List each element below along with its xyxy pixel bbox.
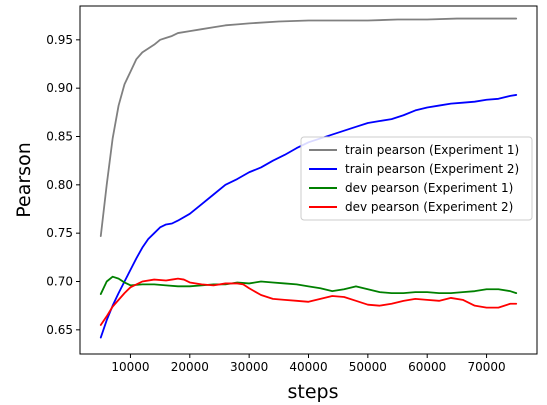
x-tick-label: 50000 [349,360,387,374]
legend-box [300,136,533,221]
legend-entry-1: train pearson (Experiment 1) [345,143,519,157]
x-tick-label: 30000 [230,360,268,374]
x-axis: 10000 20000 30000 40000 50000 60000 70000 [111,354,506,374]
x-tick-label: 20000 [171,360,209,374]
y-tick-label: 0.70 [46,275,73,289]
y-tick-label: 0.75 [46,226,73,240]
series-line-1 [99,17,518,237]
legend: train pearson (Experiment 1) train pearso… [300,136,533,221]
series-line-4 [99,277,518,326]
y-axis: 0.65 0.70 0.75 0.80 0.85 0.90 0.95 [46,33,80,337]
legend-entry-2: train pearson (Experiment 2) [345,162,519,176]
legend-entry-3: dev pearson (Experiment 1) [345,181,513,195]
series-layer [99,17,518,339]
series-line-2 [99,94,518,339]
x-tick-label: 10000 [111,360,149,374]
y-tick-label: 0.65 [46,323,73,337]
y-tick-label: 0.90 [46,81,73,95]
x-tick-label: 70000 [467,360,505,374]
legend-entry-4: dev pearson (Experiment 2) [345,200,513,214]
x-tick-label: 40000 [289,360,327,374]
y-axis-label: Pearson [13,142,35,218]
x-tick-label: 60000 [408,360,446,374]
y-tick-label: 0.95 [46,33,73,47]
series-line-3 [99,275,518,295]
x-axis-label: steps [288,381,339,403]
y-tick-label: 0.85 [46,130,73,144]
y-tick-label: 0.80 [46,178,73,192]
